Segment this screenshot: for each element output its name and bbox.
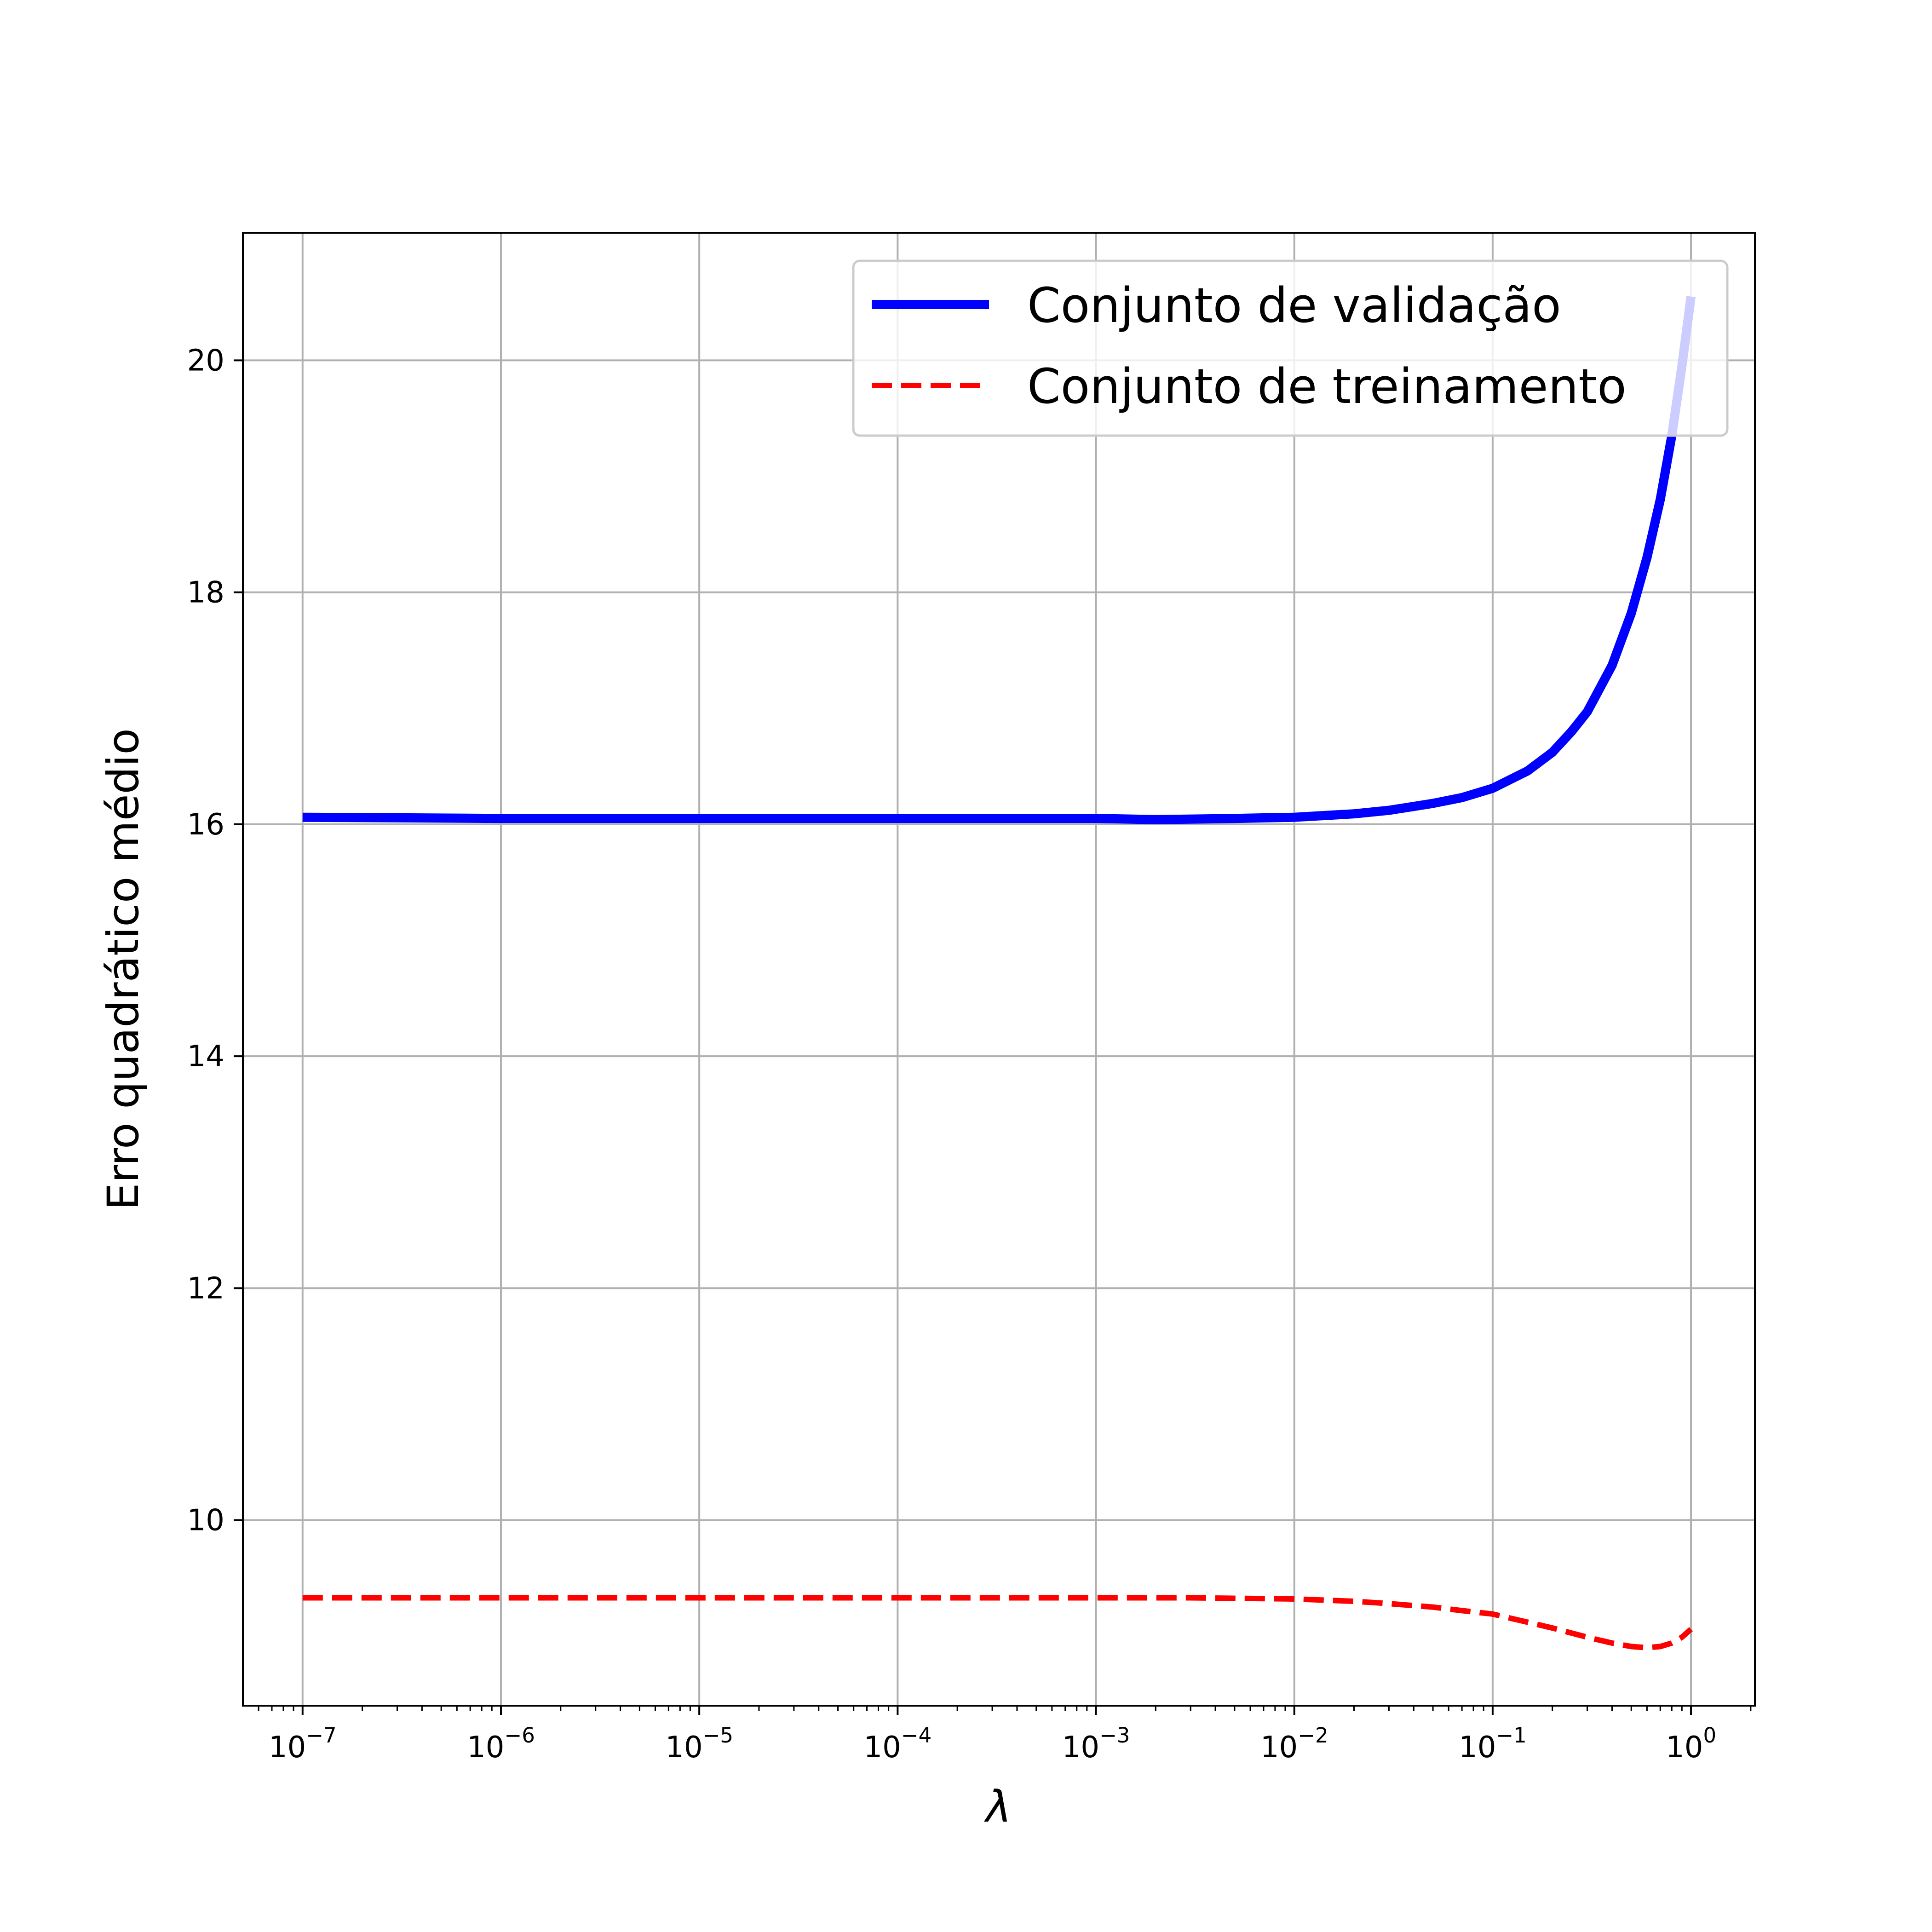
series-line-validacao: [302, 296, 1696, 824]
series-line-treinamento: [302, 1595, 1693, 1650]
y-tick-label: 12: [187, 1271, 224, 1305]
x-tick-label: 100: [1666, 1723, 1716, 1765]
y-tick-label: 16: [187, 808, 224, 842]
x-tick-label: 10−7: [269, 1723, 337, 1765]
x-tick-label: 10−6: [467, 1723, 535, 1765]
plot-area: 10−7 10−6 10−5 10−4 10−3 10−2 10−1 100 10 12 14 16 1…: [187, 232, 1756, 1765]
y-tick-label: 14: [187, 1040, 224, 1074]
series-layer: [302, 296, 1696, 1650]
x-tick-label: 10−1: [1459, 1723, 1527, 1765]
legend: Conjunto de validação Conjunto de treina…: [852, 259, 1729, 437]
axes-background: [243, 233, 1755, 1706]
y-axis-label: Erro quadrático médio: [98, 728, 149, 1210]
x-tick-label: 10−4: [863, 1723, 932, 1765]
axes-frame: [242, 232, 1756, 1707]
legend-box: [852, 259, 1729, 437]
y-tick-label: 18: [187, 576, 224, 610]
y-tick-label: 10: [187, 1504, 224, 1538]
legend-label-validacao: Conjunto de validação: [1027, 277, 1561, 334]
legend-label-treinamento: Conjunto de treinamento: [1027, 358, 1627, 414]
ticks: 10−7 10−6 10−5 10−4 10−3 10−2 10−1 100 10 12 14 16 1…: [187, 344, 1752, 1765]
x-axis-label: λ: [983, 1782, 1012, 1832]
x-tick-label: 10−5: [665, 1723, 733, 1765]
x-tick-label: 10−2: [1260, 1723, 1328, 1765]
y-tick-label: 20: [187, 344, 224, 378]
x-tick-label: 10−3: [1062, 1723, 1130, 1765]
